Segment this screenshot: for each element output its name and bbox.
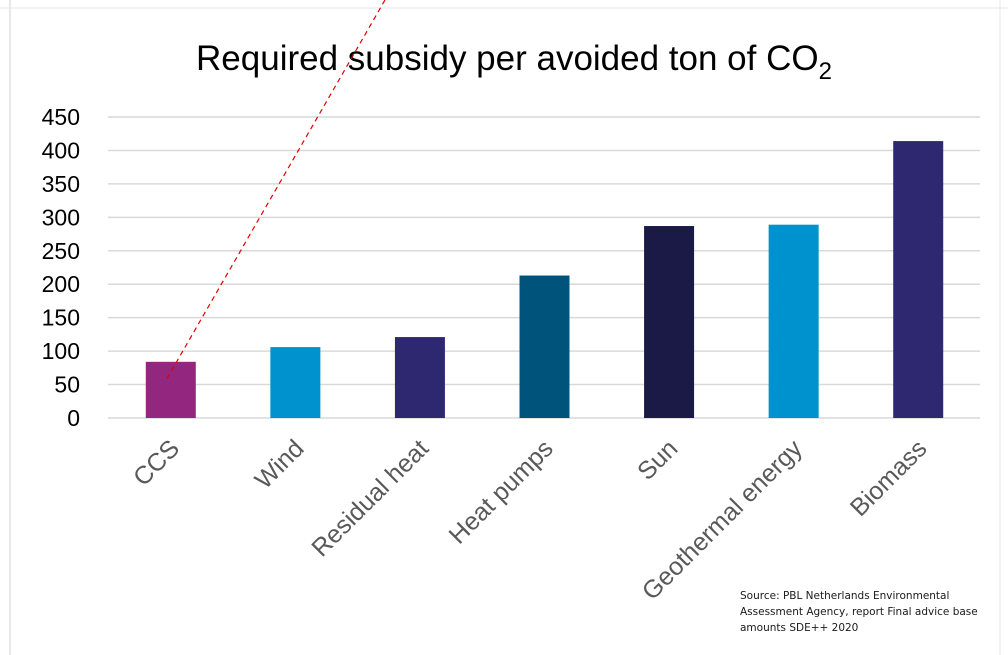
y-tick-label: 100 [42, 338, 80, 364]
source-note: Source: PBL Netherlands Environmental As… [740, 590, 978, 634]
bar [394, 337, 445, 418]
bar [768, 224, 819, 418]
y-tick-label: 350 [42, 171, 80, 197]
bar [893, 141, 944, 418]
bar [145, 361, 196, 418]
y-axis-ticks: 0 50 100 150 200 250 300 350 400 450 [42, 104, 80, 431]
bar [644, 226, 695, 418]
annotation-dashed-line [164, 0, 386, 383]
bar [519, 275, 570, 418]
chart-title-subscript: 2 [819, 58, 832, 85]
bar [270, 347, 321, 418]
chart-title-main: Required subsidy per avoided ton of CO [196, 39, 819, 78]
y-tick-label: 200 [42, 271, 80, 297]
y-tick-label: 450 [42, 104, 80, 130]
chart-title: Required subsidy per avoided ton of CO2 [196, 39, 832, 85]
y-tick-label: 250 [42, 238, 80, 264]
bars [145, 141, 944, 418]
y-tick-label: 400 [42, 137, 80, 163]
y-tick-label: 150 [42, 305, 80, 331]
y-tick-label: 0 [67, 405, 80, 431]
y-tick-label: 300 [42, 204, 80, 230]
y-tick-label: 50 [54, 372, 80, 398]
